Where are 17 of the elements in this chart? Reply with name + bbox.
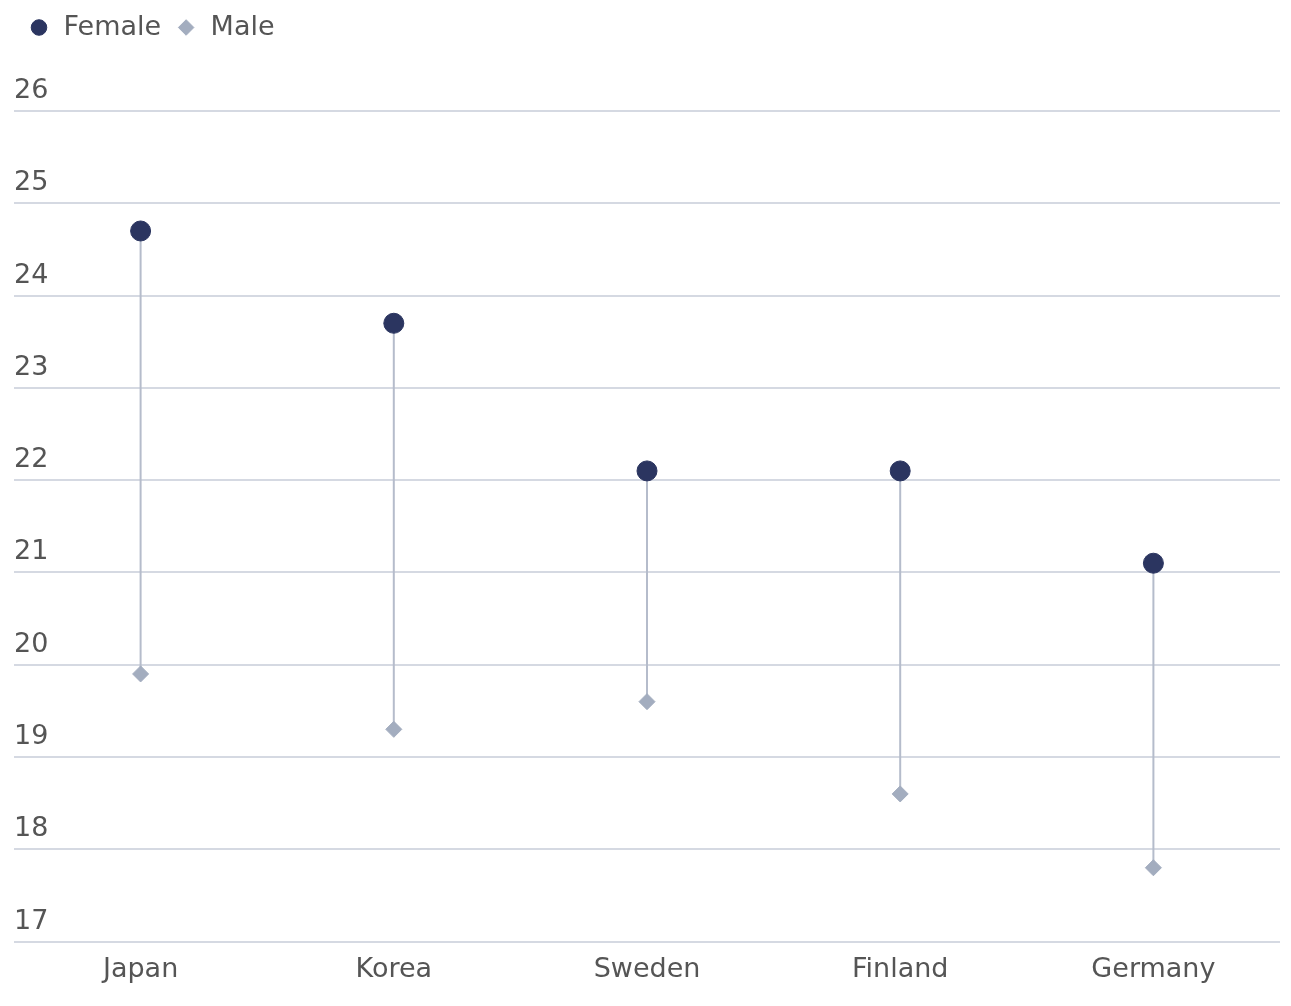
y-tick-label: 26 <box>14 73 49 105</box>
y-tick-label: 18 <box>14 811 49 843</box>
x-tick-label: Germany <box>1091 951 1216 983</box>
y-tick-label: 21 <box>14 534 49 566</box>
legend-label: Female <box>63 9 162 41</box>
y-tick-label: 20 <box>14 626 49 658</box>
y-tick-label: 19 <box>14 719 49 751</box>
x-tick-label: Korea <box>355 951 433 983</box>
x-tick-label: Japan <box>100 951 179 983</box>
y-tick-label: 23 <box>14 349 49 381</box>
x-tick-label: Finland <box>851 951 949 983</box>
y-tick-label: 25 <box>14 165 49 197</box>
y-tick-label: 22 <box>14 442 49 474</box>
x-tick-label: Sweden <box>593 951 701 983</box>
y-tick-label: 17 <box>14 903 49 935</box>
legend-label: Male <box>210 9 275 41</box>
y-tick-label: 24 <box>14 257 49 289</box>
